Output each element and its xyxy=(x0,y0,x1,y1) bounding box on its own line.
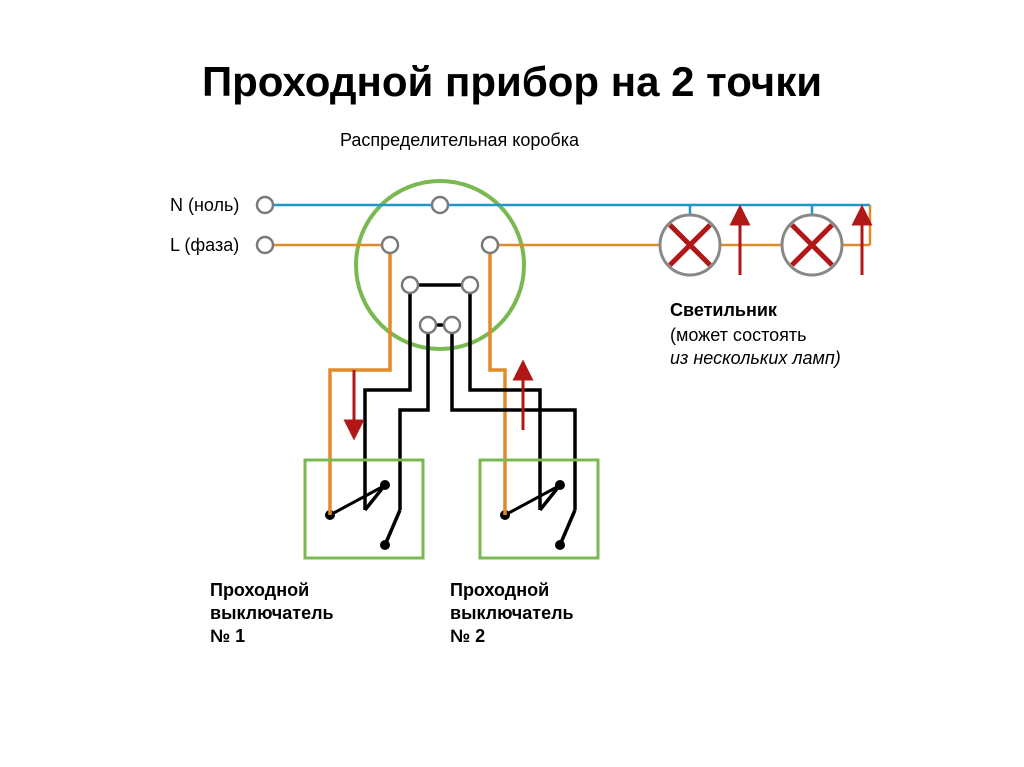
label-sw2-c: № 2 xyxy=(450,626,485,647)
label-sw1-c: № 1 xyxy=(210,626,245,647)
live-to-sw2-common xyxy=(490,245,505,510)
label-live: L (фаза) xyxy=(170,235,239,256)
node-l-right xyxy=(482,237,498,253)
label-sw2-b: выключатель xyxy=(450,603,574,624)
node-t2-right xyxy=(444,317,460,333)
traveller-inner xyxy=(400,325,575,510)
label-neutral: N (ноль) xyxy=(170,195,239,216)
page-title: Проходной прибор на 2 точки xyxy=(0,58,1024,106)
node-l-left xyxy=(382,237,398,253)
node-t1-left xyxy=(402,277,418,293)
node-n-supply xyxy=(257,197,273,213)
label-junction-box: Распределительная коробка xyxy=(340,130,579,151)
label-sw1-a: Проходной xyxy=(210,580,309,601)
wiring-diagram: Распределительная коробка N (ноль) L (фа… xyxy=(110,130,920,690)
title-text: Проходной прибор на 2 точки xyxy=(202,58,822,105)
node-n-jb xyxy=(432,197,448,213)
node-t1-right xyxy=(462,277,478,293)
label-lamp-1: Светильник xyxy=(670,300,777,321)
label-lamp-3: из нескольких ламп) xyxy=(670,348,841,369)
label-sw1-b: выключатель xyxy=(210,603,334,624)
lamp-2 xyxy=(782,215,842,275)
label-sw2-a: Проходной xyxy=(450,580,549,601)
label-lamp-2: (может состоять xyxy=(670,325,807,346)
lamp-1 xyxy=(660,215,720,275)
node-t2-left xyxy=(420,317,436,333)
node-l-supply xyxy=(257,237,273,253)
